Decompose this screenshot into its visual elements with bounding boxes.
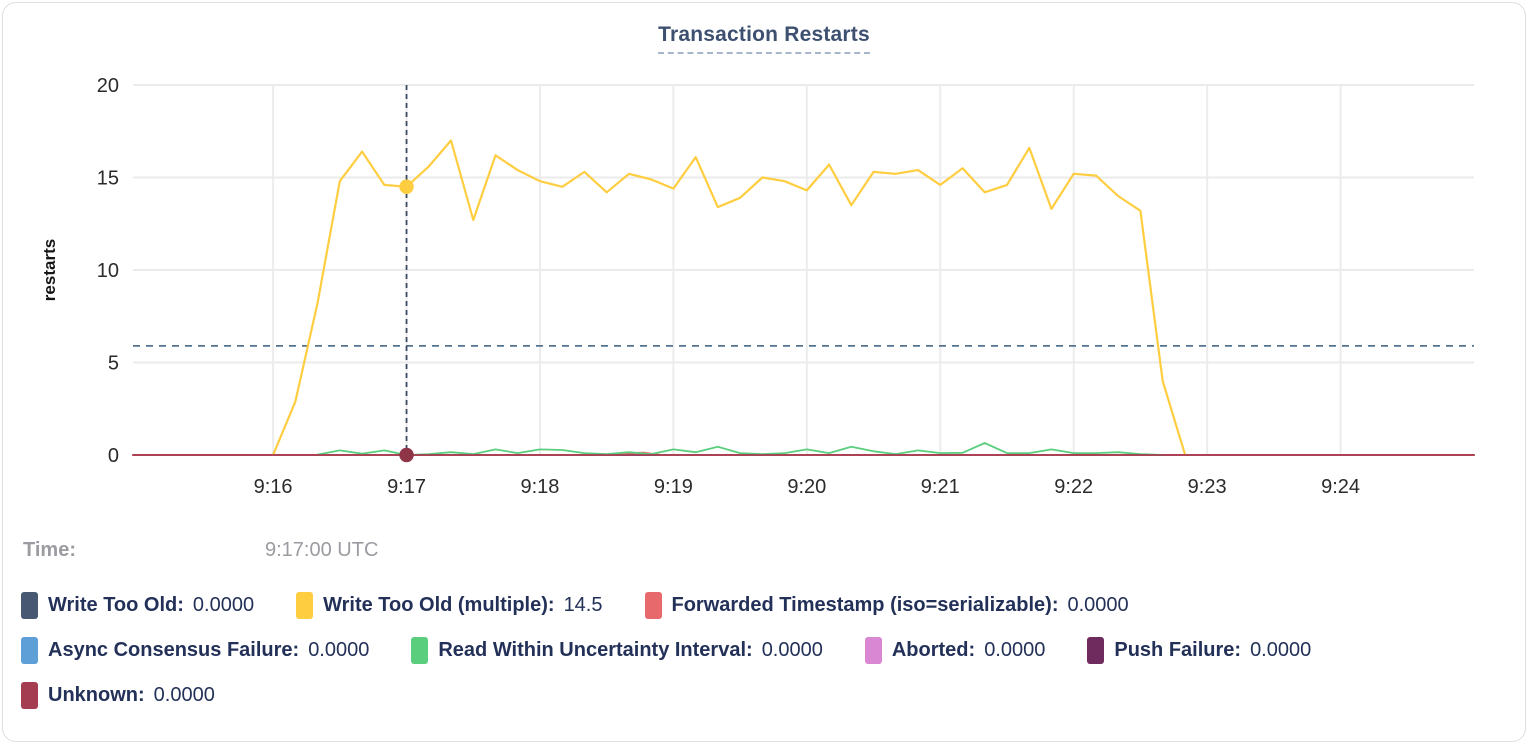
legend-value: 14.5 — [563, 593, 603, 616]
y-tick-label: 0 — [108, 445, 119, 467]
y-axis-label: restarts — [40, 239, 59, 301]
x-tick-label: 9:17 — [387, 476, 426, 498]
legend-value: 0.0000 — [1067, 593, 1129, 616]
y-tick-label: 20 — [97, 75, 119, 97]
legend-value: 0.0000 — [761, 638, 823, 661]
y-tick-label: 10 — [97, 260, 119, 282]
legend-row: Async Consensus Failure: 0.0000 Read Withi… — [21, 636, 1513, 664]
tooltip-time-value: 9:17:00 UTC — [265, 539, 379, 561]
legend-label: Push Failure: — [1114, 638, 1242, 661]
hover-point-write-too-old-multiple — [399, 179, 414, 194]
x-tick-label: 9:16 — [254, 476, 293, 498]
legend-swatch-write-too-old-multiple — [296, 591, 314, 619]
legend-label: Write Too Old: — [48, 593, 184, 616]
x-tick-label: 9:18 — [521, 476, 560, 498]
series-line-write-too-old-multiple — [272, 139, 1187, 457]
legend-value: 0.0000 — [192, 593, 255, 616]
tooltip-time-row: Time: 9:17:00 UTC — [23, 539, 1503, 565]
legend-label: Write Too Old (multiple): — [323, 593, 555, 616]
y-tick-label: 5 — [108, 353, 119, 375]
legend-swatch-unknown — [21, 681, 38, 709]
legend-label: Unknown: — [48, 683, 145, 706]
legend-value: 0.0000 — [984, 638, 1046, 661]
legend-value: 0.0000 — [153, 683, 215, 706]
legend-label: Async Consensus Failure: — [48, 638, 300, 661]
legend-item-push-failure: Push Failure: 0.0000 — [1087, 636, 1312, 664]
legend-swatch-write-too-old — [21, 591, 38, 619]
chart-title[interactable]: Transaction Restarts — [658, 23, 870, 54]
y-tick-label: 15 — [97, 168, 119, 190]
legend-item-aborted: Aborted: 0.0000 — [864, 636, 1046, 664]
legend: Write Too Old: 0.0000 Write Too Old (multi… — [21, 591, 1513, 726]
legend-swatch-async-consensus-failure — [21, 636, 38, 664]
legend-item-async-consensus-failure: Async Consensus Failure: 0.0000 — [21, 636, 370, 664]
transaction-restarts-chart[interactable]: 0 5 10 15 20 9:16 9:17 9:18 9:19 9:20 9:21 9:22 9:23… — [3, 3, 1528, 511]
legend-value: 0.0000 — [1250, 638, 1312, 661]
legend-item-write-too-old-multiple: Write Too Old (multiple): 14.5 — [296, 591, 603, 619]
legend-swatch-push-failure — [1087, 636, 1105, 664]
x-tick-label: 9:19 — [654, 476, 693, 498]
legend-swatch-forwarded-timestamp-iso-serializable — [644, 591, 662, 619]
series-line-read-within-uncertainty-interval — [316, 442, 1164, 456]
legend-swatch-aborted — [864, 636, 882, 664]
legend-item-unknown: Unknown: 0.0000 — [21, 681, 215, 709]
hover-point-unknown — [399, 447, 414, 463]
x-tick-label: 9:22 — [1054, 476, 1093, 498]
legend-label: Aborted: — [891, 638, 976, 661]
legend-item-forwarded-timestamp-iso-serializable: Forwarded Timestamp (iso=serializable): 0… — [644, 591, 1129, 619]
x-tick-label: 9:21 — [921, 476, 960, 498]
legend-label: Read Within Uncertainty Interval: — [438, 638, 753, 661]
legend-row: Write Too Old: 0.0000 Write Too Old (multi… — [21, 591, 1513, 619]
legend-item-read-within-uncertainty-interval: Read Within Uncertainty Interval: 0.0000 — [411, 636, 823, 664]
chart-header: Transaction Restarts — [3, 23, 1525, 54]
legend-item-write-too-old: Write Too Old: 0.0000 — [21, 591, 255, 619]
tooltip-time-label: Time: — [23, 539, 76, 561]
x-tick-label: 9:24 — [1321, 476, 1360, 498]
legend-value: 0.0000 — [308, 638, 370, 661]
x-tick-label: 9:23 — [1188, 476, 1227, 498]
legend-swatch-read-within-uncertainty-interval — [411, 636, 429, 664]
legend-label: Forwarded Timestamp (iso=serializable): — [671, 593, 1059, 616]
x-tick-label: 9:20 — [787, 476, 826, 498]
legend-row: Unknown: 0.0000 — [21, 681, 1513, 709]
